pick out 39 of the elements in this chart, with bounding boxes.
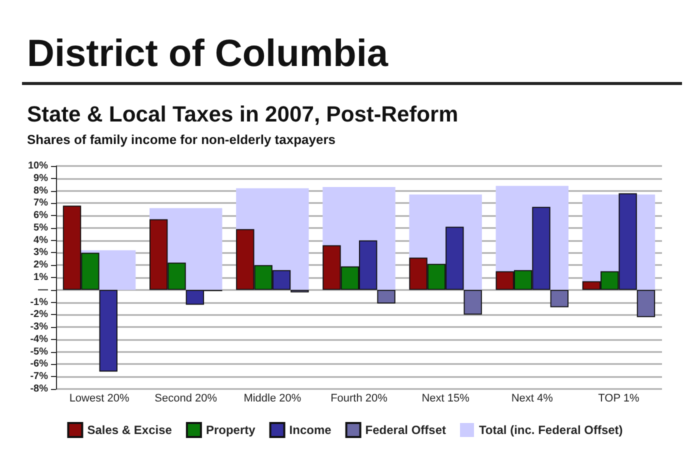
- y-tick-label: 10%: [28, 160, 48, 172]
- y-tick-label: 4%: [34, 234, 48, 246]
- y-tick-label: -4%: [30, 334, 48, 345]
- y-tick-label: -8%: [30, 384, 48, 394]
- x-tick-label: Fourth 20%: [330, 392, 388, 404]
- legend-label: Income: [289, 423, 332, 437]
- x-tick-label: Next 15%: [422, 392, 470, 404]
- x-tick-label: TOP 1%: [598, 392, 640, 404]
- x-tick-label: Lowest 20%: [69, 392, 130, 404]
- y-tick-label: -7%: [30, 371, 48, 382]
- chart-subtitle: State & Local Taxes in 2007, Post-Reform: [27, 102, 458, 126]
- bar: [636, 290, 656, 318]
- x-tick-label: Middle 20%: [244, 392, 302, 404]
- y-tick-label: 8%: [34, 185, 48, 196]
- legend-label: Federal Offset: [365, 423, 446, 437]
- legend-label: Total (inc. Federal Offset): [478, 423, 623, 437]
- y-tick-label: —: [38, 284, 48, 296]
- x-tick-label: Next 4%: [511, 392, 554, 404]
- y-tick-label: 6%: [34, 210, 48, 222]
- legend-label: Property: [206, 423, 256, 437]
- y-tick-label: 1%: [34, 272, 48, 283]
- bar: [464, 290, 482, 315]
- legend-label: Sales & Excise: [87, 423, 172, 437]
- y-tick-label: -3%: [30, 322, 48, 333]
- chart-title: District of Columbia: [27, 33, 389, 75]
- y-tick-label: -5%: [30, 346, 48, 358]
- bar: [377, 290, 396, 304]
- bar: [550, 290, 569, 308]
- y-tick-label: -1%: [30, 296, 48, 308]
- x-tick-label: Second 20%: [154, 392, 218, 404]
- y-tick-label: 9%: [34, 172, 48, 184]
- y-tick-label: 2%: [34, 260, 48, 271]
- y-tick-label: 3%: [34, 247, 48, 258]
- y-tick-label: -6%: [30, 358, 48, 370]
- y-tick-label: 7%: [34, 198, 48, 209]
- bar: [99, 290, 118, 372]
- text: Shares of family income for non-elderly taxpayers: [27, 132, 336, 147]
- y-tick-label: 5%: [34, 222, 48, 234]
- y-tick-label: -2%: [30, 309, 48, 320]
